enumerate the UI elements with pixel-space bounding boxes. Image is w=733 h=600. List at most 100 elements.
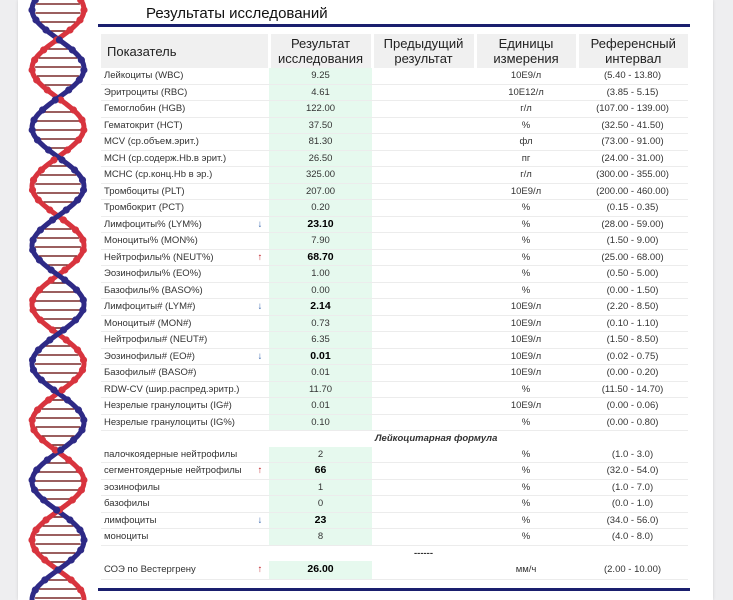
row-unit: % bbox=[475, 495, 578, 513]
row-result: 9.25 bbox=[269, 68, 373, 85]
dna-node bbox=[29, 236, 37, 244]
row-result: 26.50 bbox=[269, 150, 373, 167]
row-unit: г/л bbox=[475, 100, 578, 118]
row-name: Лимфоциты% (LYM%) bbox=[101, 216, 251, 233]
row-unit: % bbox=[475, 282, 578, 299]
dna-node bbox=[80, 416, 88, 424]
dna-node bbox=[44, 146, 53, 154]
row-result: 325.00 bbox=[269, 166, 373, 184]
row-unit: пг bbox=[475, 150, 578, 167]
row-reference: (0.00 - 0.06) bbox=[577, 397, 689, 415]
dna-node bbox=[79, 236, 87, 244]
dna-node bbox=[62, 206, 70, 214]
row-previous bbox=[372, 381, 476, 398]
row-unit: % bbox=[475, 462, 578, 480]
arrow-up-icon: ↑ bbox=[251, 561, 270, 580]
row-previous bbox=[372, 512, 476, 529]
row-reference: (25.00 - 68.00) bbox=[577, 249, 689, 266]
dna-node bbox=[51, 446, 59, 454]
row-unit: фл bbox=[475, 133, 578, 151]
row-result: 0.00 bbox=[269, 282, 373, 299]
table-row: Эозинофилы# (EO#) ↓ 0.01 10E9/л (0.02 - 0.75… bbox=[101, 348, 689, 365]
row-previous bbox=[372, 495, 476, 513]
dna-node bbox=[75, 466, 83, 474]
row-unit: г/л bbox=[475, 166, 578, 184]
table-row: Нейтрофилы% (NEUT%) ↑ 68.70% (25.00 - 68.00… bbox=[101, 249, 689, 266]
row-name: Эозинофилы% (EO%) bbox=[101, 265, 251, 283]
dna-node bbox=[48, 326, 57, 334]
dna-node bbox=[28, 6, 36, 14]
row-previous bbox=[372, 561, 476, 580]
dna-node bbox=[28, 66, 36, 74]
dna-node bbox=[33, 136, 42, 144]
dna-node bbox=[46, 336, 54, 344]
row-flag-icon bbox=[251, 84, 270, 101]
row-unit: % bbox=[475, 414, 578, 431]
row-result: 66 bbox=[269, 462, 373, 480]
dna-node bbox=[57, 446, 65, 454]
row-flag-icon bbox=[251, 183, 270, 200]
arrow-down-icon: ↓ bbox=[251, 216, 270, 233]
row-unit: 10E9/л bbox=[475, 315, 578, 332]
table-row: лимфоциты ↓ 23% (34.0 - 56.0) bbox=[101, 512, 689, 529]
dna-node bbox=[28, 476, 36, 484]
row-name: MCV (ср.объем.эрит.) bbox=[101, 133, 251, 151]
arrow-up-icon: ↑ bbox=[251, 249, 270, 266]
dna-node bbox=[74, 196, 82, 204]
table-row: Незрелые гранулоциты (IG%) 0.10% (0.00 - 0… bbox=[101, 414, 689, 431]
dna-node bbox=[29, 246, 37, 254]
row-unit: % bbox=[475, 199, 578, 217]
dna-node bbox=[73, 256, 81, 264]
dna-node bbox=[61, 276, 69, 284]
dna-node bbox=[33, 466, 41, 474]
row-previous bbox=[372, 315, 476, 332]
dna-node bbox=[36, 226, 44, 234]
dna-node bbox=[78, 426, 86, 434]
row-reference: (32.0 - 54.0) bbox=[577, 462, 689, 480]
dna-node bbox=[72, 226, 80, 234]
row-flag-icon bbox=[251, 199, 270, 217]
dna-node bbox=[69, 436, 78, 444]
header-reference: Референсный интервал bbox=[577, 34, 689, 68]
row-flag-icon bbox=[251, 364, 270, 382]
table-row: Нейтрофилы# (NEUT#) 6.35 10E9/л (1.50 - 8.5… bbox=[101, 331, 689, 349]
dna-node bbox=[71, 166, 79, 174]
table-row: СОЭ по Вестергрену ↑ 26.00 мм/ч (2.00 - 10.0… bbox=[101, 561, 689, 580]
row-name: Гематокрит (HCT) bbox=[101, 117, 251, 134]
dna-node bbox=[77, 586, 85, 594]
row-unit: 10E9/л bbox=[475, 397, 578, 415]
dna-node bbox=[77, 486, 85, 494]
dna-node bbox=[63, 396, 72, 404]
row-unit: % bbox=[475, 479, 578, 496]
row-name: Эозинофилы# (EO#) bbox=[101, 348, 251, 365]
dna-node bbox=[42, 516, 50, 524]
row-unit: 10E9/л bbox=[475, 68, 578, 85]
dna-node bbox=[31, 56, 39, 64]
dna-helix-decoration-icon bbox=[28, 0, 88, 600]
row-flag-icon bbox=[251, 232, 270, 250]
row-result: 0.73 bbox=[269, 315, 373, 332]
dna-node bbox=[31, 486, 39, 494]
dna-node bbox=[42, 26, 50, 34]
row-result: 68.70 bbox=[269, 249, 373, 266]
row-previous bbox=[372, 199, 476, 217]
dna-node bbox=[79, 356, 88, 364]
table-row: сегментоядерные нейтрофилы ↑ 66% (32.0 - 54… bbox=[101, 462, 689, 480]
dna-node bbox=[32, 526, 40, 534]
table-row: Тромбоциты (PLT) 207.00 10E9/л (200.00 - 46… bbox=[101, 183, 689, 200]
row-unit: % bbox=[475, 265, 578, 283]
row-reference: (0.00 - 0.20) bbox=[577, 364, 689, 382]
bottom-divider bbox=[98, 588, 690, 591]
dna-node bbox=[67, 576, 75, 584]
table-row: Лейкоциты (WBC) 9.25 10E9/л (5.40 - 13.80) bbox=[101, 68, 689, 85]
row-flag-icon bbox=[251, 166, 270, 184]
row-name: Гемоглобин (HGB) bbox=[101, 100, 251, 118]
table-row: моноциты 8% (4.0 - 8.0) bbox=[101, 528, 689, 546]
row-flag-icon bbox=[251, 495, 270, 513]
row-reference: (200.00 - 460.00) bbox=[577, 183, 689, 200]
table-row: Лимфоциты% (LYM%) ↓ 23.10% (28.00 - 59.00) bbox=[101, 216, 689, 233]
row-flag-icon bbox=[251, 282, 270, 299]
row-unit: 10E9/л bbox=[475, 364, 578, 382]
separator-row: ------ bbox=[101, 545, 688, 561]
row-unit: % bbox=[475, 446, 578, 463]
